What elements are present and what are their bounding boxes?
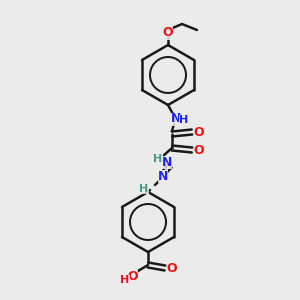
Text: O: O (167, 262, 177, 275)
Text: O: O (128, 269, 138, 283)
Text: H: H (179, 115, 189, 125)
Text: H: H (140, 184, 148, 194)
Text: N: N (162, 155, 172, 169)
Text: O: O (163, 26, 173, 40)
Text: H: H (120, 275, 130, 285)
Text: N: N (158, 169, 168, 182)
Text: H: H (153, 154, 163, 164)
Text: O: O (194, 143, 204, 157)
Text: O: O (194, 125, 204, 139)
Text: N: N (171, 112, 181, 125)
